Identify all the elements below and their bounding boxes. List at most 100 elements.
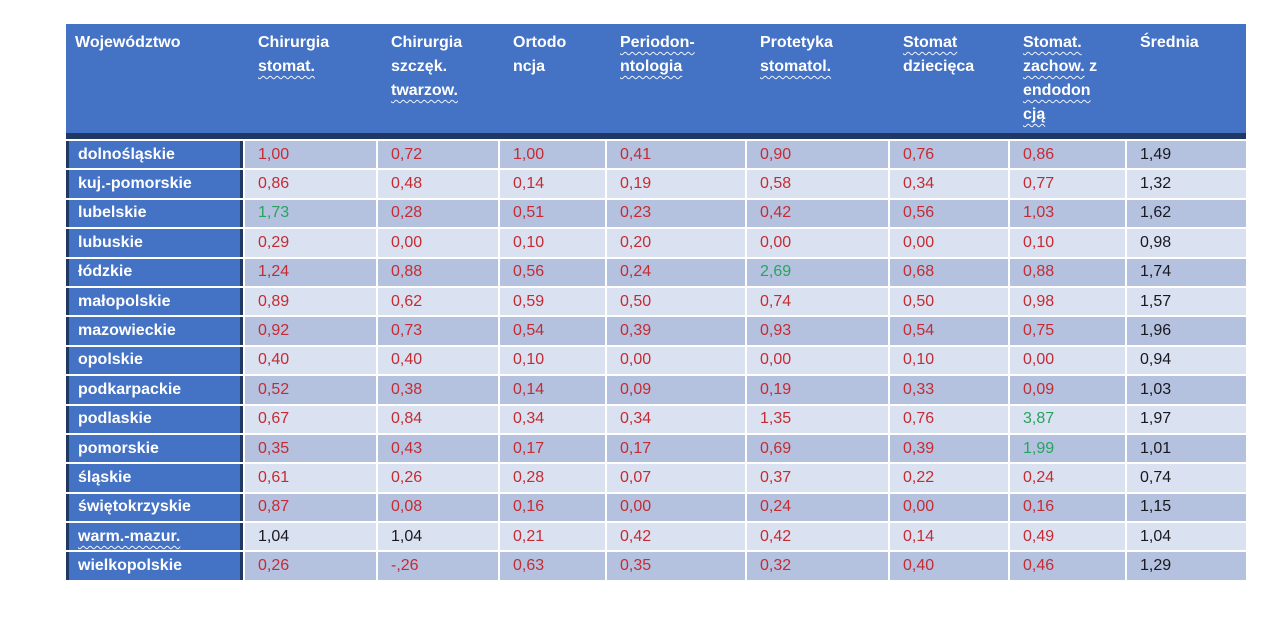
header-line: Chirurgia: [258, 31, 374, 55]
cell-kuj-pomorskie-chirurgia-stomat: 0,86: [245, 170, 376, 198]
cell-wielkopolskie-protetyka-stomatol: 0,32: [747, 552, 888, 580]
column-header-chirurgia-stomat: Chirurgia stomat.: [245, 24, 376, 133]
header-line: dziecięca: [903, 55, 1006, 79]
row-label-text: podlaskie: [78, 410, 152, 428]
cell-pomorskie-stomat-dziecieca: 0,39: [890, 434, 1008, 463]
cell-dolnośląskie-periodontologia: 0,41: [607, 141, 745, 169]
cell-świętokrzyskie-chirurgia-stomat: 0,87: [245, 493, 376, 522]
cell-małopolskie-chirurgia-szczek-twarzow: 0,62: [378, 287, 498, 316]
cell-podkarpackie-stomat-zachow-endodoncja: 0,09: [1010, 376, 1125, 404]
row-label-text: świętokrzyskie: [78, 498, 191, 516]
row-label-text: warm.-mazur.: [78, 527, 181, 545]
cell-kuj-pomorskie-chirurgia-szczek-twarzow: 0,48: [378, 170, 498, 198]
cell-podkarpackie-protetyka-stomatol: 0,19: [747, 376, 888, 404]
header-text: szczęk.: [391, 58, 448, 75]
cell-śląskie-stomat-zachow-endodoncja: 0,24: [1010, 464, 1125, 492]
cell-kuj-pomorskie-protetyka-stomatol: 0,58: [747, 170, 888, 198]
cell-warm-mazur-ortodoncja: 0,21: [500, 523, 605, 551]
cell-podlaskie-ortodoncja: 0,34: [500, 405, 605, 433]
cell-świętokrzyskie-stomat-zachow-endodoncja: 0,16: [1010, 493, 1125, 522]
cell-wielkopolskie-chirurgia-stomat: 0,26: [245, 552, 376, 580]
cell-lubuskie-stomat-zachow-endodoncja: 0,10: [1010, 229, 1125, 257]
cell-wielkopolskie-srednia: 1,29: [1127, 552, 1246, 580]
cell-warm-mazur-protetyka-stomatol: 0,42: [747, 523, 888, 551]
dental-specialists-table: Województwo Chirurgia stomat. Chirurgia szcz…: [66, 24, 1246, 580]
cell-mazowieckie-srednia: 1,96: [1127, 317, 1246, 345]
column-header-ortodoncja: Ortodo ncja: [500, 24, 605, 133]
cell-dolnośląskie-protetyka-stomatol: 0,90: [747, 141, 888, 169]
row-label-opolskie: opolskie: [66, 346, 243, 375]
cell-pomorskie-ortodoncja: 0,17: [500, 434, 605, 463]
header-line: Stomat: [903, 31, 1006, 55]
header-text-spellcheck-squiggle: Stomat.: [1023, 34, 1082, 51]
cell-podkarpackie-srednia: 1,03: [1127, 376, 1246, 404]
cell-małopolskie-periodontologia: 0,50: [607, 287, 745, 316]
header-line: Średnia: [1140, 31, 1244, 55]
header-text-spellcheck-squiggle: endodon: [1023, 82, 1091, 99]
cell-małopolskie-srednia: 1,57: [1127, 287, 1246, 316]
header-text: Województwo: [75, 34, 181, 51]
header-text-spellcheck-squiggle: twarzow.: [391, 82, 458, 99]
cell-kuj-pomorskie-srednia: 1,32: [1127, 170, 1246, 198]
cell-mazowieckie-periodontologia: 0,39: [607, 317, 745, 345]
row-label-pomorskie: pomorskie: [66, 434, 243, 463]
row-label-wielkopolskie: wielkopolskie: [66, 552, 243, 580]
column-header-stomat-zachow-endodoncja: Stomat. zachow. z endodon cją: [1010, 24, 1125, 133]
header-line: Województwo: [75, 31, 241, 55]
cell-wielkopolskie-stomat-zachow-endodoncja: 0,46: [1010, 552, 1125, 580]
cell-podlaskie-chirurgia-szczek-twarzow: 0,84: [378, 405, 498, 433]
cell-śląskie-ortodoncja: 0,28: [500, 464, 605, 492]
row-label-text: kuj.-pomorskie: [78, 175, 192, 193]
cell-warm-mazur-stomat-zachow-endodoncja: 0,49: [1010, 523, 1125, 551]
cell-śląskie-chirurgia-stomat: 0,61: [245, 464, 376, 492]
cell-świętokrzyskie-srednia: 1,15: [1127, 493, 1246, 522]
cell-dolnośląskie-stomat-zachow-endodoncja: 0,86: [1010, 141, 1125, 169]
cell-lubelskie-chirurgia-szczek-twarzow: 0,28: [378, 199, 498, 228]
column-header-chirurgia-szczek-twarzow: Chirurgia szczęk. twarzow.: [378, 24, 498, 133]
cell-dolnośląskie-srednia: 1,49: [1127, 141, 1246, 169]
row-label-warm-mazur: warm.-mazur.: [66, 523, 243, 551]
row-label-lubelskie: lubelskie: [66, 199, 243, 228]
cell-podkarpackie-chirurgia-szczek-twarzow: 0,38: [378, 376, 498, 404]
cell-lubuskie-chirurgia-szczek-twarzow: 0,00: [378, 229, 498, 257]
row-label-małopolskie: małopolskie: [66, 287, 243, 316]
cell-dolnośląskie-chirurgia-szczek-twarzow: 0,72: [378, 141, 498, 169]
row-label-podkarpackie: podkarpackie: [66, 376, 243, 404]
cell-śląskie-stomat-dziecieca: 0,22: [890, 464, 1008, 492]
header-line: cją: [1023, 103, 1123, 127]
cell-wielkopolskie-periodontologia: 0,35: [607, 552, 745, 580]
column-header-protetyka-stomatol: Protetyka stomatol.: [747, 24, 888, 133]
header-text-spellcheck-squiggle: Stomat: [903, 34, 958, 51]
header-line: ntologia: [620, 55, 743, 79]
cell-opolskie-stomat-dziecieca: 0,10: [890, 346, 1008, 375]
row-label-text: dolnośląskie: [78, 145, 175, 163]
cell-świętokrzyskie-periodontologia: 0,00: [607, 493, 745, 522]
header-line: Periodon-: [620, 31, 743, 55]
row-label-text: łódzkie: [78, 263, 133, 281]
cell-małopolskie-protetyka-stomatol: 0,74: [747, 287, 888, 316]
row-label-lubuskie: lubuskie: [66, 229, 243, 257]
column-header-periodontologia: Periodon-ntologia: [607, 24, 745, 133]
cell-łódzkie-stomat-dziecieca: 0,68: [890, 258, 1008, 286]
cell-łódzkie-protetyka-stomatol: 2,69: [747, 258, 888, 286]
cell-mazowieckie-stomat-dziecieca: 0,54: [890, 317, 1008, 345]
cell-opolskie-periodontologia: 0,00: [607, 346, 745, 375]
cell-świętokrzyskie-chirurgia-szczek-twarzow: 0,08: [378, 493, 498, 522]
cell-świętokrzyskie-protetyka-stomatol: 0,24: [747, 493, 888, 522]
row-label-kuj-pomorskie: kuj.-pomorskie: [66, 170, 243, 198]
cell-wielkopolskie-ortodoncja: 0,63: [500, 552, 605, 580]
cell-dolnośląskie-chirurgia-stomat: 1,00: [245, 141, 376, 169]
header-line: ncja: [513, 55, 603, 79]
cell-lubelskie-protetyka-stomatol: 0,42: [747, 199, 888, 228]
row-label-text: wielkopolskie: [78, 557, 183, 575]
cell-podlaskie-chirurgia-stomat: 0,67: [245, 405, 376, 433]
header-text-spellcheck-squiggle: cją: [1023, 106, 1046, 123]
row-label-text: małopolskie: [78, 292, 171, 310]
cell-śląskie-periodontologia: 0,07: [607, 464, 745, 492]
cell-mazowieckie-stomat-zachow-endodoncja: 0,75: [1010, 317, 1125, 345]
header-line: Stomat.: [1023, 31, 1123, 55]
cell-pomorskie-srednia: 1,01: [1127, 434, 1246, 463]
cell-śląskie-srednia: 0,74: [1127, 464, 1246, 492]
cell-warm-mazur-chirurgia-stomat: 1,04: [245, 523, 376, 551]
cell-pomorskie-periodontologia: 0,17: [607, 434, 745, 463]
